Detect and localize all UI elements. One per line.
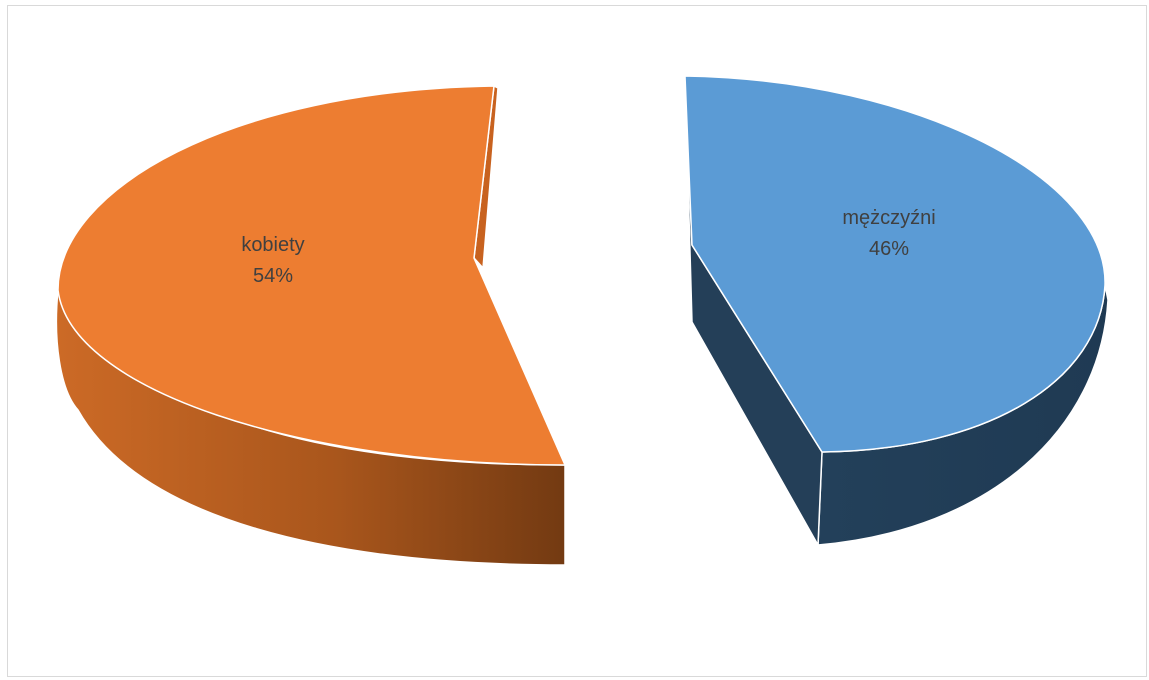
data-label-kobiety-category: kobiety [241, 234, 304, 256]
data-label-mezczyzni-percent: 46% [869, 238, 909, 260]
slice-mezczyzni[interactable] [684, 75, 1109, 548]
slice-mezczyzni-top [684, 75, 1106, 453]
slice-kobiety[interactable] [55, 84, 567, 566]
slice-kobiety-top [57, 85, 567, 466]
data-label-kobiety-percent: 54% [253, 265, 293, 287]
data-label-mezczyzni-category: mężczyźni [842, 207, 935, 229]
